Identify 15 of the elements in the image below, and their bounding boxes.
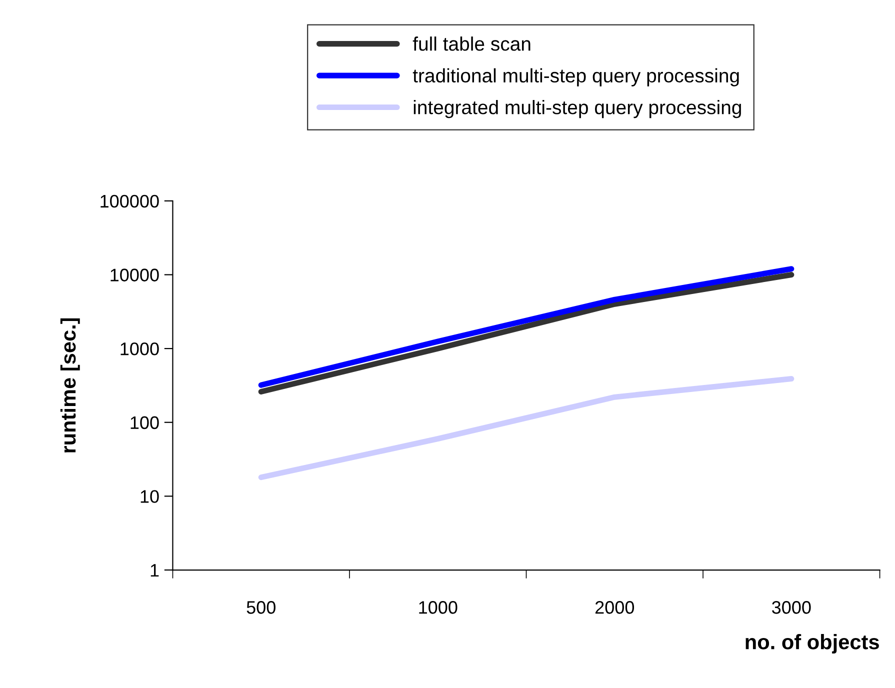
y-tick-label: 100000: [100, 194, 159, 208]
y-tick-label: 1: [150, 564, 159, 577]
legend-label: traditional multi-step query processing: [412, 68, 739, 86]
y-tick-label: 10: [140, 490, 159, 503]
x-tick-label: 2000: [595, 601, 634, 614]
x-tick-label: 500: [246, 601, 276, 614]
legend-label: integrated multi-step query processing: [414, 100, 741, 118]
y-tick-label: 10000: [110, 268, 159, 282]
x-tick-label: 3000: [772, 601, 811, 614]
legend-label: full table scan: [412, 36, 530, 51]
y-axis-title: runtime [sec.]: [60, 318, 80, 452]
y-tick-label: 1000: [120, 342, 159, 356]
x-axis-title: no. of objects: [746, 634, 879, 654]
y-tick-label: 100: [130, 416, 159, 430]
x-tick-label: 1000: [419, 601, 458, 614]
